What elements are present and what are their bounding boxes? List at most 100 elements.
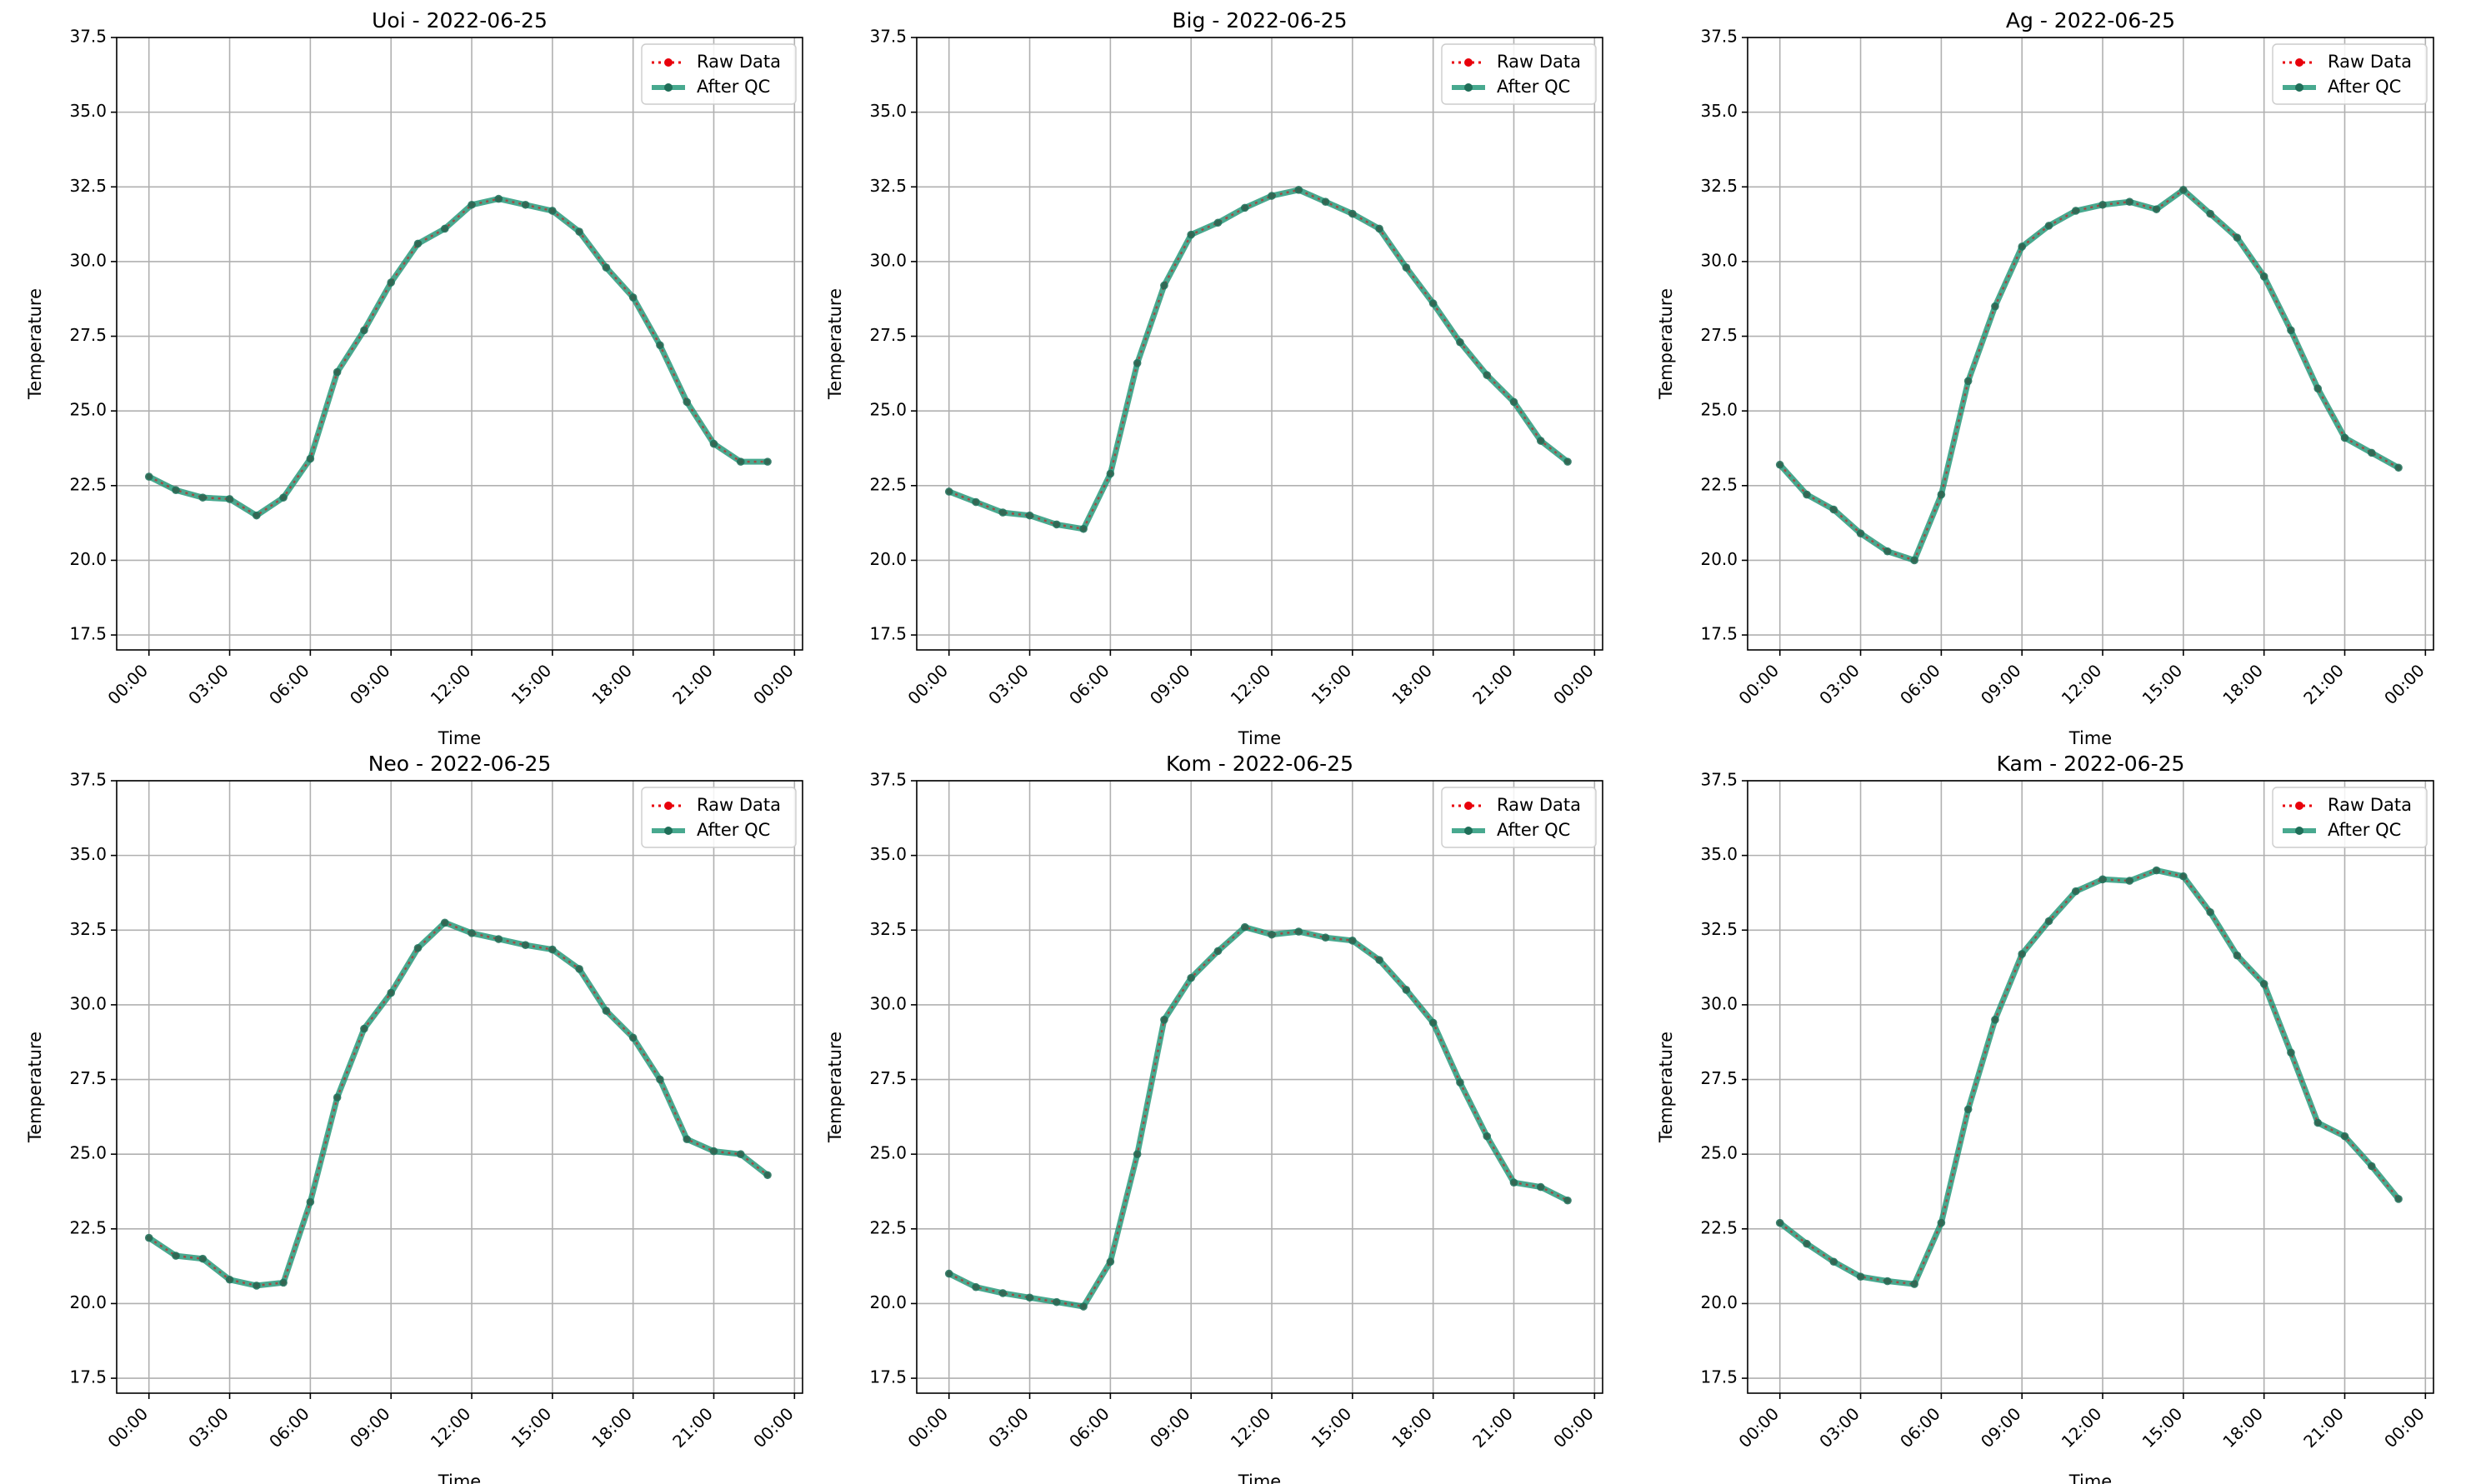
- plot-area: [117, 37, 803, 650]
- x-tick-label: 00:00: [1734, 1403, 1783, 1452]
- y-tick-label: 22.5: [869, 1217, 907, 1237]
- subplot-title: Big - 2022-06-25: [1172, 8, 1347, 32]
- after-qc-point: [333, 1093, 342, 1102]
- after-qc-point: [1883, 547, 1892, 556]
- legend-qc-marker: [2295, 827, 2303, 835]
- y-tick-label: 17.5: [869, 624, 907, 644]
- after-qc-point: [1991, 302, 1999, 311]
- y-tick-label: 17.5: [69, 624, 107, 644]
- after-qc-point: [972, 1282, 980, 1292]
- y-tick-label: 25.0: [869, 1143, 907, 1163]
- legend-qc-label: After QC: [1497, 820, 1570, 840]
- after-qc-point: [253, 511, 261, 520]
- after-qc-point: [468, 200, 476, 209]
- x-tick-label: 09:00: [1977, 1403, 2025, 1452]
- legend: Raw Data After QC: [1441, 43, 1597, 105]
- after-qc-point: [1856, 529, 1865, 537]
- after-qc-point: [1937, 490, 1946, 499]
- after-qc-point: [1025, 511, 1034, 520]
- y-tick-label: 22.5: [1700, 1217, 1738, 1237]
- legend-qc-marker: [664, 83, 673, 92]
- after-qc-point: [1456, 1078, 1464, 1087]
- x-tick-label: 06:00: [1896, 1403, 1944, 1452]
- after-qc-point: [306, 1197, 315, 1207]
- subplot-title: Uoi - 2022-06-25: [372, 8, 548, 32]
- y-tick-label: 17.5: [869, 1367, 907, 1387]
- after-qc-point: [763, 1171, 772, 1180]
- after-qc-point: [1856, 1272, 1865, 1281]
- after-qc-point: [360, 1024, 368, 1033]
- after-qc-point: [1294, 927, 1303, 936]
- x-axis-label: Time: [2068, 1472, 2112, 1484]
- x-tick-label: 21:00: [2299, 1403, 2348, 1452]
- after-qc-point: [2259, 980, 2268, 988]
- after-qc-point: [1536, 1182, 1545, 1192]
- after-qc-point: [2098, 200, 2107, 209]
- after-qc-point: [1321, 197, 1330, 206]
- x-tick-label: 00:00: [103, 1403, 152, 1452]
- after-qc-point: [2125, 877, 2134, 885]
- after-qc-point: [1079, 1302, 1088, 1311]
- after-qc-point: [709, 439, 718, 448]
- after-qc-point: [413, 239, 423, 248]
- after-qc-point: [144, 1233, 153, 1242]
- after-qc-point: [656, 1075, 664, 1084]
- after-qc-point: [2287, 326, 2295, 335]
- y-tick-label: 35.0: [1700, 844, 1738, 864]
- x-tick-label: 09:00: [1146, 660, 1194, 708]
- x-tick-label: 06:00: [1065, 660, 1113, 708]
- subplot-5: 00:00 03:00 06:00 09:00 12:00 15:00 18:00 21:00…: [1656, 752, 2434, 1484]
- after-qc-point: [1963, 1105, 1973, 1114]
- subplot-0: 00:00 03:00 06:00 09:00 12:00 15:00 18:00 21:00…: [25, 8, 803, 748]
- after-qc-point: [1883, 1277, 1892, 1286]
- axes-frame: [916, 37, 1603, 651]
- x-tick-label: 03:00: [1815, 1403, 1863, 1452]
- after-qc-point: [1106, 469, 1115, 478]
- x-tick-label: 06:00: [265, 660, 313, 708]
- x-tick-label: 12:00: [427, 1403, 475, 1452]
- x-tick-label: 18:00: [2218, 1403, 2267, 1452]
- after-qc-point: [1294, 186, 1303, 194]
- x-tick-label: 15:00: [1308, 660, 1356, 708]
- after-qc-point: [172, 486, 180, 494]
- after-qc-point: [198, 493, 208, 502]
- y-tick-label: 30.0: [869, 993, 907, 1013]
- after-qc-point: [198, 1254, 208, 1263]
- y-tick-label: 27.5: [869, 1068, 907, 1088]
- after-qc-point: [1240, 922, 1249, 932]
- after-qc-point: [628, 293, 638, 302]
- y-tick-label: 20.0: [1700, 1292, 1738, 1312]
- after-qc-point: [2394, 1195, 2403, 1203]
- subplot-title: Kam - 2022-06-25: [1997, 752, 2185, 776]
- after-qc-point: [1483, 1132, 1492, 1141]
- after-qc-point: [1053, 1297, 1061, 1307]
- x-tick-label: 21:00: [668, 660, 717, 708]
- x-axis-label: Time: [1238, 1472, 1281, 1484]
- after-qc-point: [2044, 917, 2053, 926]
- y-tick-label: 25.0: [1700, 400, 1738, 420]
- legend-raw-label: Raw Data: [697, 52, 781, 72]
- y-axis-label: Temperature: [825, 288, 845, 400]
- after-qc-point: [2179, 186, 2188, 194]
- axes-frame: [1747, 780, 2434, 1394]
- y-tick-label: 37.5: [69, 27, 107, 47]
- after-qc-point: [1106, 1257, 1115, 1267]
- y-tick-label: 35.0: [869, 101, 907, 121]
- x-tick-label: 00:00: [2380, 660, 2428, 708]
- after-qc-point: [1025, 1293, 1034, 1302]
- after-qc-point: [2152, 866, 2161, 875]
- plot-area: [1748, 781, 2433, 1393]
- after-qc-point: [440, 918, 449, 927]
- x-tick-label: 12:00: [2058, 1403, 2106, 1452]
- after-qc-point: [2340, 1132, 2349, 1141]
- legend-raw-label: Raw Data: [697, 795, 781, 815]
- y-tick-label: 27.5: [1700, 325, 1738, 345]
- x-tick-label: 18:00: [1388, 1403, 1436, 1452]
- after-qc-point: [144, 472, 153, 481]
- y-tick-label: 32.5: [69, 176, 107, 196]
- y-axis-label: Temperature: [25, 1032, 45, 1143]
- after-qc-point: [2071, 887, 2080, 896]
- after-qc-point: [1268, 192, 1276, 200]
- after-qc-point: [1375, 956, 1383, 964]
- x-axis-label: Time: [2068, 728, 2112, 748]
